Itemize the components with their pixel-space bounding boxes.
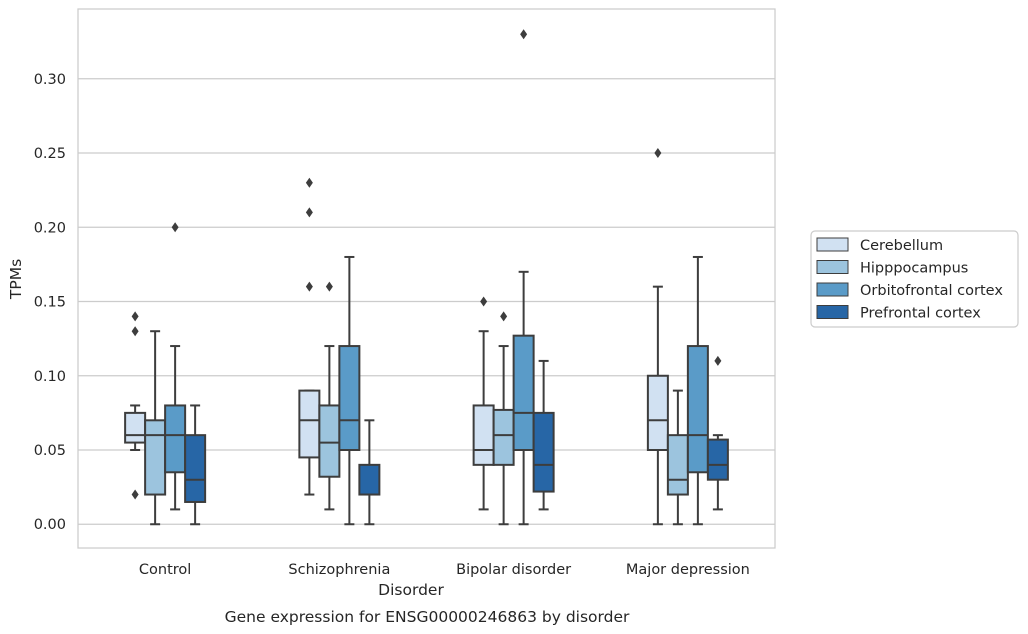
outlier-point <box>500 311 508 322</box>
box-body <box>318 404 341 478</box>
box-hipppocampus <box>666 389 689 526</box>
outlier-point <box>520 29 528 40</box>
outlier-point <box>305 281 313 292</box>
box-body <box>338 345 361 451</box>
x-axis-ticks: Control Schizophrenia Bipolar disorder Majo… <box>139 562 750 578</box>
legend-swatch <box>816 305 849 319</box>
legend-frame <box>810 230 1019 328</box>
outlier-point <box>131 311 139 322</box>
x-tick-label: Bipolar disorder <box>456 562 571 578</box>
x-tick-label: Control <box>139 562 191 578</box>
box-body <box>144 419 167 496</box>
box-prefrontal-cortex <box>532 359 555 511</box>
y-tick-label: 0.05 <box>34 443 66 459</box>
figure-caption: Gene expression for ENSG00000246863 by d… <box>225 608 630 626</box>
box-orbitofrontal-cortex <box>338 255 361 526</box>
box-body <box>686 345 709 474</box>
y-tick-label: 0.15 <box>34 295 66 311</box>
box-body <box>706 438 729 481</box>
box-cerebellum <box>298 177 321 496</box>
outlier-point <box>714 355 722 366</box>
y-axis-ticks: 0.00 0.05 0.10 0.15 0.20 0.25 0.30 <box>34 72 66 533</box>
box-orbitofrontal-cortex <box>686 255 709 526</box>
legend-swatch <box>816 260 849 274</box>
legend-swatch <box>816 237 849 252</box>
outlier-point <box>305 207 313 218</box>
box-body <box>124 411 147 444</box>
x-tick-label: Major depression <box>626 562 750 578</box>
y-tick-label: 0.20 <box>34 220 66 236</box>
box-body <box>532 411 555 493</box>
y-tick-label: 0.25 <box>34 146 66 162</box>
box-orbitofrontal-cortex <box>512 29 535 526</box>
box-body <box>512 334 535 451</box>
legend: Cerebellum Hipppocampus Orbitofrontal cort… <box>810 230 1019 328</box>
box-body <box>298 389 321 459</box>
box-hipppocampus <box>492 311 515 526</box>
y-axis-label: TPMs <box>7 259 25 300</box>
legend-label: Prefrontal cortex <box>860 306 981 322</box>
box-body <box>358 463 381 496</box>
box-hipppocampus <box>144 330 167 526</box>
x-axis-label: Disorder <box>378 581 444 599</box>
box-groups <box>124 29 729 526</box>
plot-frame <box>77 8 776 549</box>
outlier-point <box>480 296 488 307</box>
box-body <box>666 434 689 496</box>
outlier-point <box>654 148 662 159</box>
outlier-point <box>325 281 333 292</box>
legend-label: Cerebellum <box>860 238 943 254</box>
y-tick-label: 0.00 <box>34 517 66 533</box>
outlier-point <box>131 326 139 337</box>
legend-swatch <box>816 282 849 297</box>
box-hipppocampus <box>318 281 341 511</box>
outlier-point <box>305 177 313 188</box>
x-tick-label: Schizophrenia <box>288 562 390 578</box>
box-prefrontal-cortex <box>184 404 207 526</box>
y-tick-label: 0.30 <box>34 72 66 88</box>
outlier-point <box>131 489 139 500</box>
y-tick-label: 0.10 <box>34 369 66 385</box>
box-prefrontal-cortex <box>706 355 729 511</box>
box-prefrontal-cortex <box>358 419 381 526</box>
legend-label: Orbitofrontal cortex <box>860 283 1003 299</box>
box-body <box>184 434 207 503</box>
box-cerebellum <box>646 148 669 526</box>
outlier-point <box>171 222 179 233</box>
box-body <box>164 404 187 474</box>
legend-label: Hipppocampus <box>860 261 968 277</box>
box-body <box>646 374 669 451</box>
box-body <box>472 404 495 466</box>
box-body <box>492 408 515 466</box>
